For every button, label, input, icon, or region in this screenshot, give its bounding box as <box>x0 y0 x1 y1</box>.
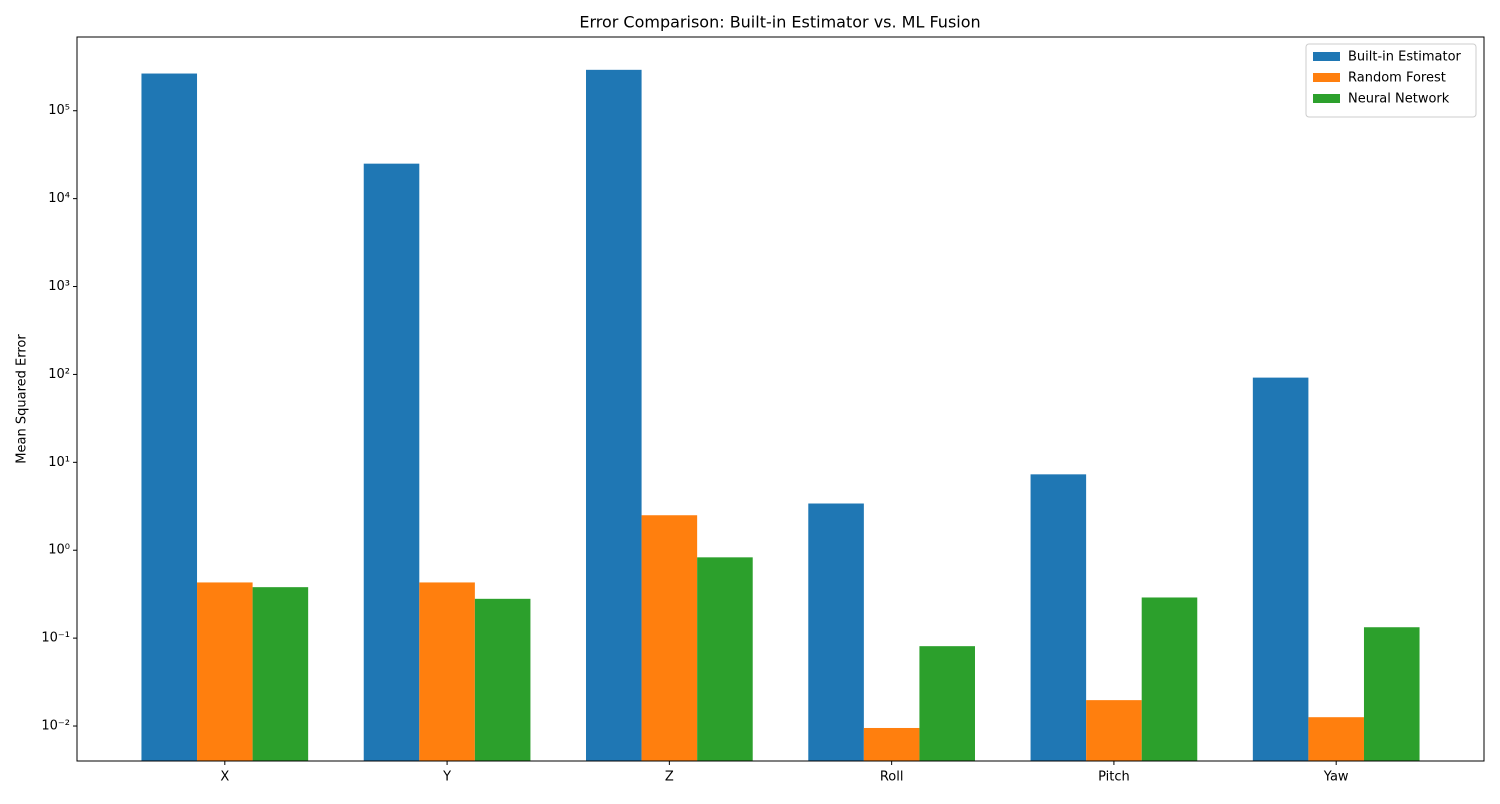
bar <box>474 598 531 761</box>
y-tick-label: 10⁴ <box>48 191 70 206</box>
bar <box>641 515 698 761</box>
x-tick-label: Z <box>665 770 674 785</box>
chart-title: Error Comparison: Built-in Estimator vs.… <box>579 13 980 32</box>
y-tick-label: 10⁻² <box>41 719 70 734</box>
y-tick-label: 10⁰ <box>48 543 70 558</box>
x-tick-label: X <box>220 770 229 785</box>
bar <box>197 582 253 761</box>
bar <box>1252 377 1309 761</box>
y-axis-label: Mean Squared Error <box>15 334 30 464</box>
legend-frame <box>1305 43 1477 118</box>
legend-swatch <box>1313 94 1340 103</box>
bar <box>863 727 920 761</box>
y-tick-label: 10² <box>48 367 70 382</box>
bar <box>808 503 864 761</box>
bar <box>1363 627 1420 761</box>
bar <box>586 69 642 762</box>
x-tick-label: Yaw <box>1323 770 1349 785</box>
bar <box>363 163 420 761</box>
y-tick-label: 10³ <box>48 279 70 294</box>
bar <box>919 646 975 761</box>
legend-label: Random Forest <box>1348 71 1446 86</box>
x-tick-label: Y <box>442 770 451 785</box>
x-tick-label: Roll <box>880 770 904 785</box>
y-tick-label: 10¹ <box>48 455 70 470</box>
y-tick-label: 10⁵ <box>48 103 70 118</box>
bar <box>419 582 475 761</box>
plot-frame <box>76 36 1485 762</box>
bar <box>252 587 309 761</box>
bar <box>141 73 198 762</box>
legend: Built-in Estimator Random Forest Neural Ne… <box>1305 43 1477 118</box>
bar <box>697 557 753 761</box>
x-tick-label: Pitch <box>1098 770 1130 785</box>
bar <box>1086 700 1142 761</box>
bar <box>1030 474 1087 761</box>
legend-label: Built-in Estimator <box>1348 50 1462 65</box>
legend-swatch <box>1313 52 1340 61</box>
bar <box>1308 717 1364 761</box>
legend-swatch <box>1313 73 1340 82</box>
bar <box>1141 597 1198 761</box>
legend-label: Neural Network <box>1348 92 1450 107</box>
y-tick-label: 10⁻¹ <box>41 631 70 646</box>
